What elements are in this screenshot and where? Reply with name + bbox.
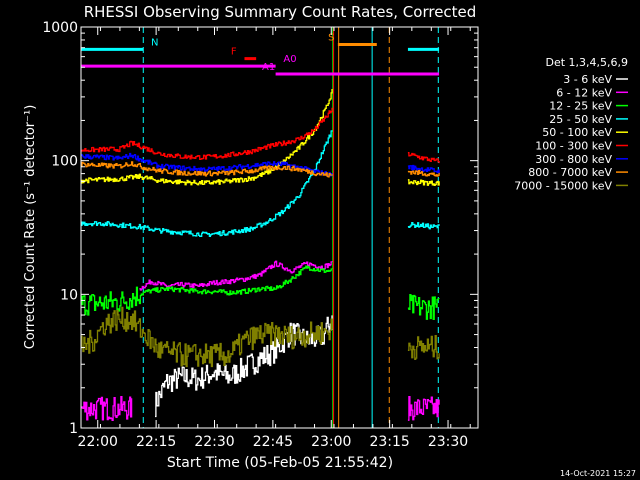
legend-entry-label: 6 - 12 keV — [556, 86, 612, 99]
series-line-7-1 — [407, 169, 440, 177]
series-line-8-0 — [81, 306, 333, 368]
series-line-3-1 — [407, 222, 440, 230]
y-tick-label: 10 — [60, 287, 78, 303]
y-tick-label: 1 — [69, 421, 78, 437]
chart-title: RHESSI Observing Summary Count Rates, Co… — [84, 3, 477, 21]
marker-label-a0: A0 — [283, 54, 296, 65]
series-line-1-0 — [81, 395, 133, 421]
series-line-5-0 — [81, 107, 333, 161]
series-line-4-0 — [81, 89, 333, 186]
series-line-5-1 — [407, 152, 440, 164]
x-tick-label: 23:15 — [369, 434, 409, 450]
x-tick-label: 23:00 — [311, 434, 351, 450]
legend-entry-label: 12 - 25 keV — [549, 100, 612, 113]
legend-title: Det 1,3,4,5,6,9 — [545, 56, 628, 69]
x-tick-label: 22:45 — [253, 434, 293, 450]
legend-entry-label: 100 - 300 keV — [535, 140, 612, 153]
timestamp-label: 14-Oct-2021 15:27 — [560, 469, 636, 478]
x-tick-label: 23:30 — [428, 434, 468, 450]
series-line-2-1 — [407, 294, 440, 321]
series-line-0-0 — [155, 315, 333, 418]
marker-label-n: N — [151, 37, 158, 48]
x-tick-label: 22:30 — [194, 434, 234, 450]
legend-entry-label: 300 - 800 keV — [535, 153, 612, 166]
chart-marks: N F A0 A1 S 1 10 100 1000 22:00 22:15 22:30 22:45 23:… — [42, 20, 479, 450]
series-line-1-2 — [407, 395, 440, 421]
marker-label-f: F — [231, 47, 237, 58]
legend-entry-label: 7000 - 15000 keV — [514, 179, 612, 192]
x-axis-label: Start Time (05-Feb-05 21:55:42) — [167, 455, 393, 471]
series-line-3-0 — [81, 130, 333, 238]
y-tick-label: 100 — [51, 154, 78, 170]
x-tick-label: 22:15 — [136, 434, 176, 450]
y-axis-label: Corrected Count Rate (s⁻¹ detector⁻¹) — [23, 105, 38, 350]
legend-entry-label: 800 - 7000 keV — [528, 166, 612, 179]
y-tick-label: 1000 — [42, 20, 78, 36]
legend-entry-label: 3 - 6 keV — [563, 73, 612, 86]
legend-entry-label: 25 - 50 keV — [549, 113, 612, 126]
series-line-1-1 — [139, 260, 333, 291]
series-line-2-0 — [81, 265, 333, 316]
marker-label-a1: A1 — [262, 62, 275, 73]
series-line-8-1 — [407, 335, 440, 360]
marker-label-s: S — [328, 32, 334, 43]
series-line-6-1 — [407, 164, 440, 174]
legend-entry-label: 50 - 100 keV — [542, 126, 612, 139]
plot-frame — [80, 26, 479, 429]
x-tick-label: 22:00 — [78, 434, 118, 450]
series-line-4-1 — [407, 179, 440, 187]
series-line-7-0 — [81, 161, 333, 178]
